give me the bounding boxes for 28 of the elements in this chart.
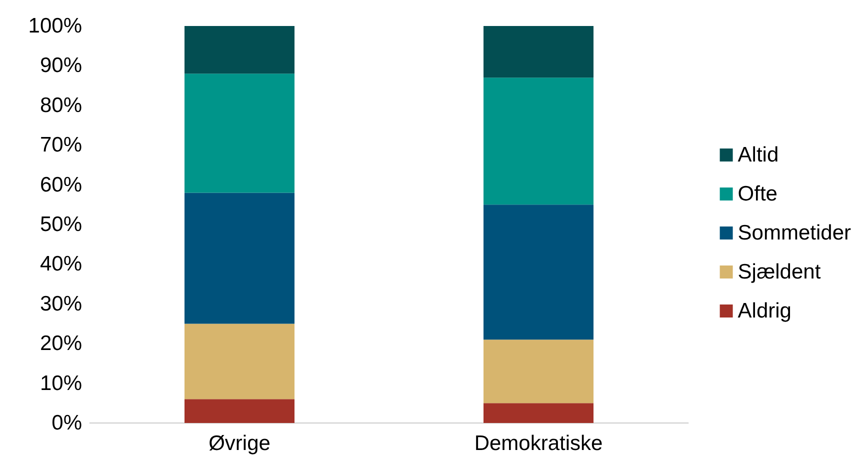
- bar: [184, 399, 294, 423]
- y-tick-label: 20%: [40, 332, 82, 356]
- legend-label: Sjældent: [738, 260, 821, 284]
- bar: [484, 26, 594, 78]
- y-tick-label: 80%: [40, 94, 82, 117]
- y-tick-label: 100%: [28, 14, 82, 38]
- bar: [184, 324, 294, 400]
- bar: [484, 340, 594, 404]
- bar: [184, 26, 294, 74]
- legend-label: Aldrig: [738, 300, 792, 322]
- y-tick-label: 90%: [40, 54, 82, 78]
- y-tick-label: 10%: [40, 372, 82, 395]
- y-tick-label: 30%: [40, 292, 82, 316]
- x-tick-label: Demokratiske: [474, 432, 603, 455]
- x-tick-label: Øvrige: [208, 432, 270, 455]
- bar: [484, 78, 594, 205]
- bar: [184, 192, 294, 324]
- legend-label: Altid: [738, 144, 779, 166]
- legend-label: Sommetider: [738, 222, 852, 244]
- y-tick-label: 50%: [40, 213, 82, 236]
- legend-label: Ofte: [738, 182, 778, 206]
- bar: [484, 403, 594, 423]
- y-tick-label: 0%: [52, 412, 82, 434]
- y-tick-label: 60%: [40, 173, 82, 196]
- y-tick-label: 70%: [40, 134, 82, 157]
- bar: [484, 204, 594, 340]
- bar: [184, 74, 294, 193]
- y-tick-label: 40%: [40, 252, 82, 276]
